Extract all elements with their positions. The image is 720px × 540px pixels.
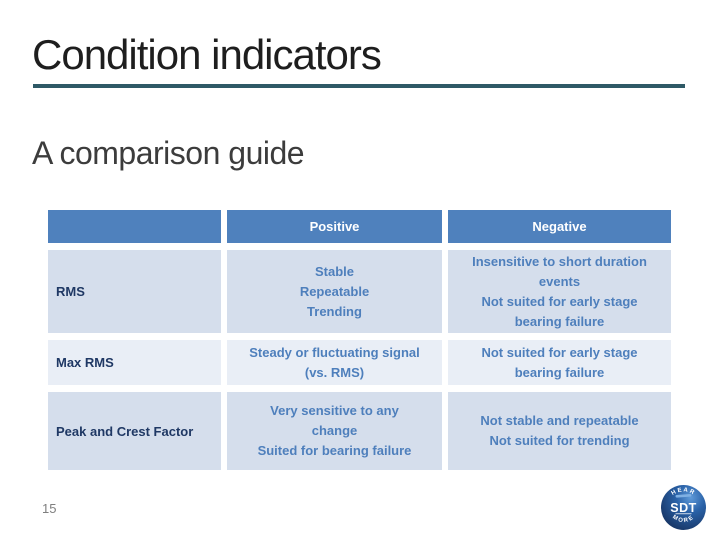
sdt-logo-icon: HEAR SDT MORE bbox=[661, 485, 706, 530]
cell-rms-negative: Insensitive to short duration events Not… bbox=[448, 250, 671, 333]
logo-underline bbox=[675, 513, 692, 515]
page-number: 15 bbox=[42, 501, 57, 516]
logo-top-text: HEAR bbox=[671, 487, 695, 497]
column-header-positive: Positive bbox=[227, 210, 442, 243]
svg-text:MORE: MORE bbox=[671, 514, 696, 524]
comparison-table: Positive Negative RMS Stable Repeatable … bbox=[48, 210, 671, 470]
logo-accent-bar bbox=[675, 494, 692, 498]
cell-peak-crest-positive: Very sensitive to any change Suited for … bbox=[227, 392, 442, 470]
column-header-blank bbox=[48, 210, 221, 243]
row-label-peak-crest: Peak and Crest Factor bbox=[48, 392, 221, 470]
title-divider bbox=[33, 84, 685, 88]
logo-center-text: SDT bbox=[670, 501, 697, 515]
cell-rms-positive: Stable Repeatable Trending bbox=[227, 250, 442, 333]
cell-max-rms-positive: Steady or fluctuating signal (vs. RMS) bbox=[227, 340, 442, 385]
column-header-negative: Negative bbox=[448, 210, 671, 243]
page-title: Condition indicators bbox=[32, 31, 382, 78]
row-label-max-rms: Max RMS bbox=[48, 340, 221, 385]
slide-subtitle: A comparison guide bbox=[32, 135, 305, 171]
row-label-rms: RMS bbox=[48, 250, 221, 333]
logo-bottom-text: MORE bbox=[671, 514, 694, 524]
cell-peak-crest-negative: Not stable and repeatable Not suited for… bbox=[448, 392, 671, 470]
logo-circle bbox=[661, 485, 706, 530]
cell-max-rms-negative: Not suited for early stage bearing failu… bbox=[448, 340, 671, 385]
svg-text:HEAR: HEAR bbox=[671, 487, 697, 497]
